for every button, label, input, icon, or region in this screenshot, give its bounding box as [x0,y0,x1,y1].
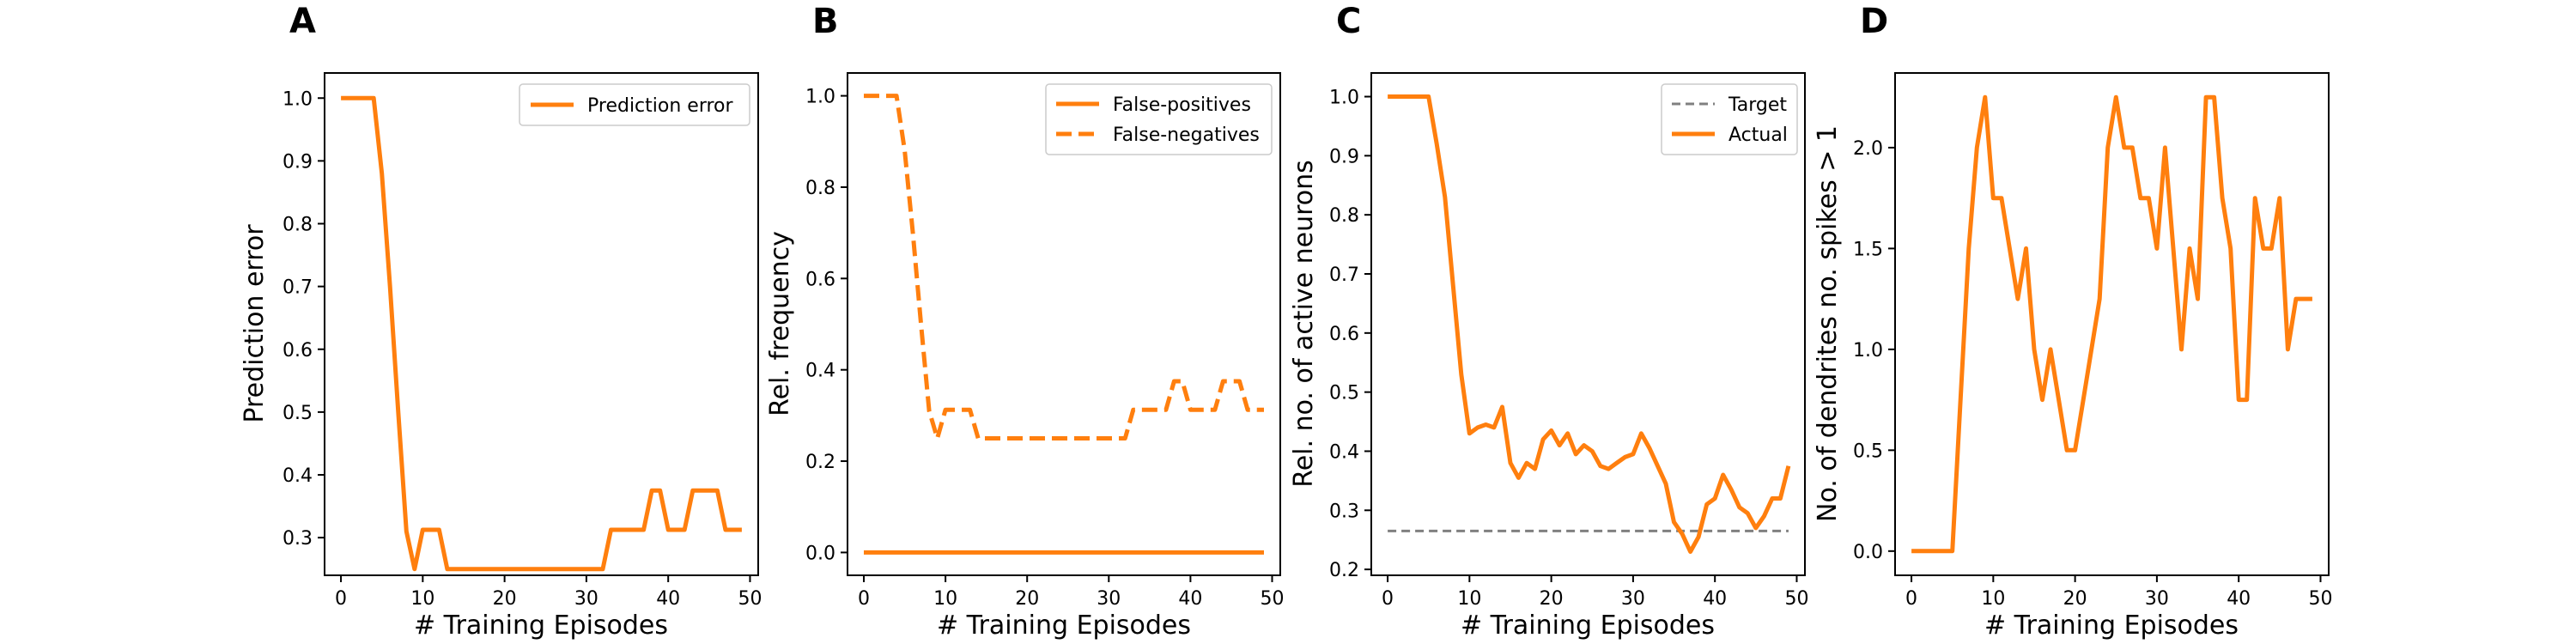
x-tick-label: 0 [1905,588,1917,610]
panel-c-legend-label-2: Actual [1728,125,1788,146]
panel-a-legend-box [519,83,750,126]
panel-a-lines [341,95,742,572]
panel-c-legend: Target Actual [1661,83,1798,155]
y-tick-label: 0.2 [1329,560,1359,581]
y-tick-label: 0.6 [805,269,835,290]
panel-a-legend: Prediction error [519,83,750,126]
x-tick-label: 30 [1097,588,1121,610]
y-tick-label: 0.5 [283,403,313,424]
y-tick-label: 0.4 [805,361,835,382]
panel-c-letter: C [1336,2,1361,41]
y-tick-label: 1.0 [283,88,313,110]
x-tick-label: 0 [1382,588,1394,610]
panel-b-ylabel: Rel. frequency [765,231,795,416]
panel-a-ylabel: Prediction error [240,224,270,423]
x-tick-label: 10 [933,588,957,610]
x-tick-label: 40 [656,588,680,610]
y-tick-label: 1.0 [1329,88,1359,109]
x-tick-label: 10 [1457,588,1481,610]
y-tick-label: 0.4 [1329,441,1359,463]
panel-d-lines [1911,94,2312,554]
x-tick-label: 30 [574,588,598,610]
y-tick-label: 0.8 [283,215,313,236]
y-tick-label: 1.0 [805,87,835,108]
panel-c-xlabel: # Training Episodes [1461,611,1715,641]
panel-b-letter: B [812,2,839,41]
y-tick-label: 0.8 [805,178,835,199]
x-tick-label: 0 [335,588,347,610]
y-tick-label: 0.3 [1329,501,1359,522]
panel-d-letter: D [1860,2,1888,41]
panel-a-legend-label-1: Prediction error [587,95,733,117]
x-tick-label: 50 [738,588,762,610]
panel-b: B 0 10 20 30 40 50 0.0 0.2 0.4 0.6 0.8 1.0 # Traini… [765,2,1284,641]
panel-a-ticks: 0 10 20 30 40 50 0.3 0.4 0.5 0.6 0.7 0.8 0.9 1.0 [283,88,762,610]
y-tick-label: 0.4 [283,465,313,487]
x-tick-label: 20 [1015,588,1039,610]
series-line-1 [1911,94,2312,554]
panel-b-legend: False-positives False-negatives [1045,83,1273,155]
x-tick-label: 40 [1703,588,1727,610]
x-tick-label: 40 [2227,588,2251,610]
panel-c-ticks: 0 10 20 30 40 50 0.2 0.3 0.4 0.5 0.6 0.7 0.8 0.9 1.0 [1329,88,1808,610]
y-tick-label: 0.7 [283,277,313,299]
x-tick-label: 10 [1981,588,2005,610]
panel-d-ylabel: No. of dendrites no. spikes > 1 [1813,125,1843,522]
panel-c-legend-label-1: Target [1728,94,1787,116]
panel-c-ylabel: Rel. no. of active neurons [1289,160,1319,488]
y-tick-label: 0.2 [805,452,835,473]
series-line-1 [341,95,742,572]
panel-b-lines [864,94,1264,555]
panel-a-xlabel: # Training Episodes [414,611,668,641]
x-tick-label: 10 [410,588,434,610]
panel-c-lines [1388,94,1791,554]
x-tick-label: 30 [2145,588,2169,610]
y-tick-label: 0.3 [283,528,313,550]
panel-b-ticks: 0 10 20 30 40 50 0.0 0.2 0.4 0.6 0.8 1.0 [805,87,1284,610]
y-tick-label: 0.6 [283,340,313,361]
y-tick-label: 0.0 [1853,542,1883,563]
panel-c-legend-box [1661,83,1798,155]
x-tick-label: 50 [1784,588,1808,610]
panel-b-legend-box [1045,83,1273,155]
x-tick-label: 50 [2308,588,2332,610]
y-tick-label: 0.7 [1329,264,1359,286]
y-tick-label: 1.5 [1853,239,1883,260]
panel-d: D 0 10 20 30 40 50 0.0 0.5 1.0 1.5 2.0 # Training … [1813,2,2332,641]
series-line-2 [1388,94,1791,554]
panel-d-ticks: 0 10 20 30 40 50 0.0 0.5 1.0 1.5 2.0 [1853,138,2332,610]
x-tick-label: 40 [1178,588,1202,610]
panel-b-xlabel: # Training Episodes [937,611,1191,641]
y-tick-label: 0.8 [1329,205,1359,227]
y-tick-label: 2.0 [1853,138,1883,160]
panel-a-letter: A [289,2,316,41]
x-tick-label: 50 [1260,588,1284,610]
panel-a-axes [324,72,759,576]
y-tick-label: 0.0 [805,543,835,564]
y-tick-label: 0.9 [1329,146,1359,167]
panel-c-axes [1370,72,1806,576]
y-tick-label: 1.0 [1853,340,1883,361]
panel-b-axes [847,72,1281,576]
x-tick-label: 20 [493,588,517,610]
series-line-2 [864,94,1264,440]
panel-d-xlabel: # Training Episodes [1984,611,2239,641]
panel-c: C 0 10 20 30 40 50 0.2 0.3 0.4 0.5 0.6 0.7 0.8 0.9 1.0… [1289,2,1808,641]
y-tick-label: 0.6 [1329,324,1359,345]
panel-b-legend-label-1: False-positives [1113,94,1251,116]
y-tick-label: 0.9 [283,151,313,173]
x-tick-label: 30 [1621,588,1645,610]
x-tick-label: 20 [1540,588,1564,610]
panel-b-legend-label-2: False-negatives [1113,125,1260,146]
x-tick-label: 0 [858,588,870,610]
x-tick-label: 20 [2063,588,2087,610]
y-tick-label: 0.5 [1329,383,1359,404]
y-tick-label: 0.5 [1853,440,1883,462]
panel-d-axes [1894,72,2330,576]
panel-a: A 0 10 20 30 40 50 0.3 0.4 0.5 0.6 0.7 0.8 0.9 1.0 # … [240,2,762,641]
